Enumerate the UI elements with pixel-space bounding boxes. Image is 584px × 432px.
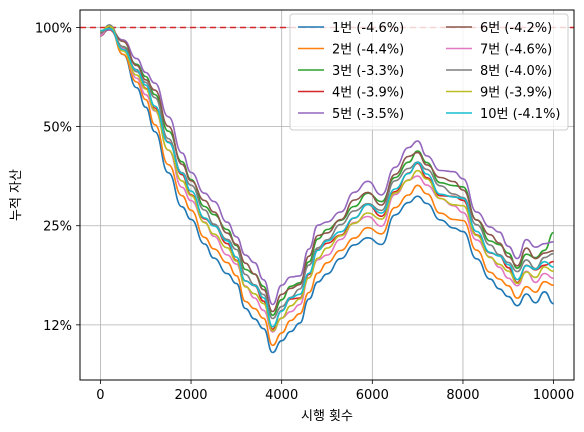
x-tick-label: 8000 xyxy=(446,388,479,403)
x-axis-label: 시행 횟수 xyxy=(301,408,353,424)
series-line-2 xyxy=(100,25,554,347)
series-lines xyxy=(100,24,554,354)
legend-label-6: 6번 (-4.2%) xyxy=(480,21,552,36)
series-line-6 xyxy=(100,26,554,313)
y-axis-label: 누적 자산 xyxy=(9,169,24,221)
legend-label-10: 10번 (-4.1%) xyxy=(480,107,561,122)
axis-ticks: 0 2000 4000 6000 8000 10000 100% 50% 25% 12% xyxy=(35,21,574,403)
y-tick-label: 50% xyxy=(43,121,72,136)
x-tick-label: 2000 xyxy=(174,388,207,403)
legend-box xyxy=(289,13,569,131)
legend-label-4: 4번 (-3.9%) xyxy=(332,86,404,101)
y-tick-label: 100% xyxy=(35,21,72,36)
legend-label-2: 2번 (-4.4%) xyxy=(332,43,404,58)
series-line-10 xyxy=(100,27,554,328)
plot-frame xyxy=(79,9,575,381)
y-tick-label: 12% xyxy=(43,319,72,334)
legend-label-1: 1번 (-4.6%) xyxy=(332,21,404,36)
x-tick-label: 10000 xyxy=(533,388,574,403)
legend-label-7: 7번 (-4.6%) xyxy=(480,43,552,58)
series-line-9 xyxy=(100,25,554,332)
x-tick-label: 4000 xyxy=(265,388,298,403)
legend-label-9: 9번 (-3.9%) xyxy=(480,86,552,101)
legend: 1번 (-4.6%) 2번 (-4.4%) 3번 (-3.3%) 4번 (-3.9%)… xyxy=(289,13,569,131)
y-tick-label: 25% xyxy=(43,220,72,235)
series-line-1 xyxy=(100,24,554,354)
series-line-5 xyxy=(100,28,554,306)
x-tick-label: 6000 xyxy=(356,388,389,403)
legend-label-5: 5번 (-3.5%) xyxy=(332,107,404,122)
legend-label-8: 8번 (-4.0%) xyxy=(480,64,552,79)
series-line-3 xyxy=(100,27,554,317)
legend-label-3: 3번 (-3.3%) xyxy=(332,64,404,79)
x-tick-label: 0 xyxy=(96,388,104,403)
series-line-7 xyxy=(100,24,554,333)
